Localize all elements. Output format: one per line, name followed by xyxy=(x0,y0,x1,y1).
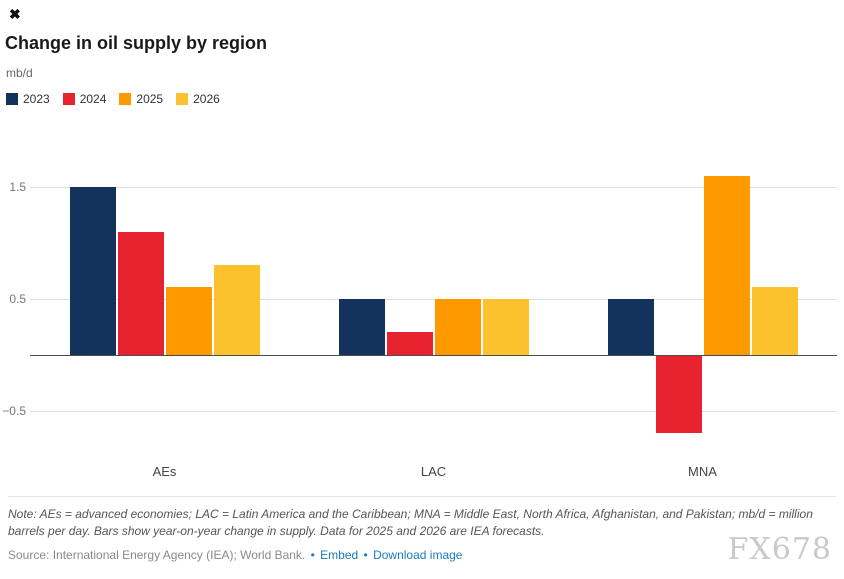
download-image-link[interactable]: Download image xyxy=(373,547,463,562)
axis-unit-label: mb/d xyxy=(6,66,33,80)
legend-item: 2025 xyxy=(119,92,163,106)
watermark: FX678 xyxy=(727,532,832,567)
legend-swatch-icon xyxy=(119,93,132,105)
bar-group xyxy=(30,152,299,452)
gridline xyxy=(30,186,837,188)
bar-2023-MNA[interactable] xyxy=(607,298,654,355)
close-icon[interactable]: ✖ xyxy=(9,6,21,22)
y-axis-tick-label: 0.5 xyxy=(9,291,26,306)
y-axis-tick-label: 1.5 xyxy=(9,179,26,194)
legend-swatch-icon xyxy=(6,93,18,105)
legend-swatch-icon xyxy=(176,93,189,105)
source-line: Source: International Energy Agency (IEA… xyxy=(8,548,836,562)
legend-label: 2026 xyxy=(193,92,220,106)
bar-2024-AEs[interactable] xyxy=(117,231,164,355)
bar-2025-AEs[interactable] xyxy=(165,287,212,355)
legend-label: 2025 xyxy=(136,92,164,106)
bar-2026-AEs[interactable] xyxy=(213,265,260,355)
x-axis-category-label: LAC xyxy=(420,464,447,479)
legend-item: 2026 xyxy=(176,92,220,106)
bar-2026-LAC[interactable] xyxy=(482,298,529,355)
bar-2024-MNA[interactable] xyxy=(655,354,702,433)
legend-label: 2024 xyxy=(79,92,107,106)
legend-item: 2023 xyxy=(6,92,50,106)
bar-2025-LAC[interactable] xyxy=(434,298,481,355)
bar-group xyxy=(568,152,837,452)
gridline xyxy=(30,410,837,412)
plot-area xyxy=(30,152,837,452)
bar-group xyxy=(299,152,568,452)
embed-link[interactable]: Embed xyxy=(320,547,359,562)
legend-label: 2023 xyxy=(23,92,50,106)
chart-title: Change in oil supply by region xyxy=(5,33,268,53)
x-axis-zero-line xyxy=(30,354,837,356)
chart-note: Note: AEs = advanced economies; LAC = La… xyxy=(8,507,813,539)
x-axis-category-label: MNA xyxy=(688,464,717,479)
bar-chart: 1.5 0.5 −0.5 AEs LAC MNA xyxy=(0,152,844,486)
legend-swatch-icon xyxy=(62,93,75,105)
legend: 2023 2024 2025 2026 xyxy=(6,92,844,106)
bar-2023-LAC[interactable] xyxy=(338,298,385,355)
link-separator: • xyxy=(310,547,315,562)
bar-2024-LAC[interactable] xyxy=(386,332,433,355)
link-separator: • xyxy=(363,547,368,562)
legend-item: 2024 xyxy=(62,92,107,106)
topbar: ✖ xyxy=(0,0,844,26)
footer: Note: AEs = advanced economies; LAC = La… xyxy=(8,496,836,562)
gridline xyxy=(30,298,837,300)
bar-2026-MNA[interactable] xyxy=(751,287,798,355)
x-axis-category-label: AEs xyxy=(152,464,177,479)
bar-2023-AEs[interactable] xyxy=(69,186,116,355)
y-axis-tick-label: −0.5 xyxy=(2,403,26,418)
bar-2025-MNA[interactable] xyxy=(703,175,750,355)
source-text: Source: International Energy Agency (IEA… xyxy=(8,547,306,562)
